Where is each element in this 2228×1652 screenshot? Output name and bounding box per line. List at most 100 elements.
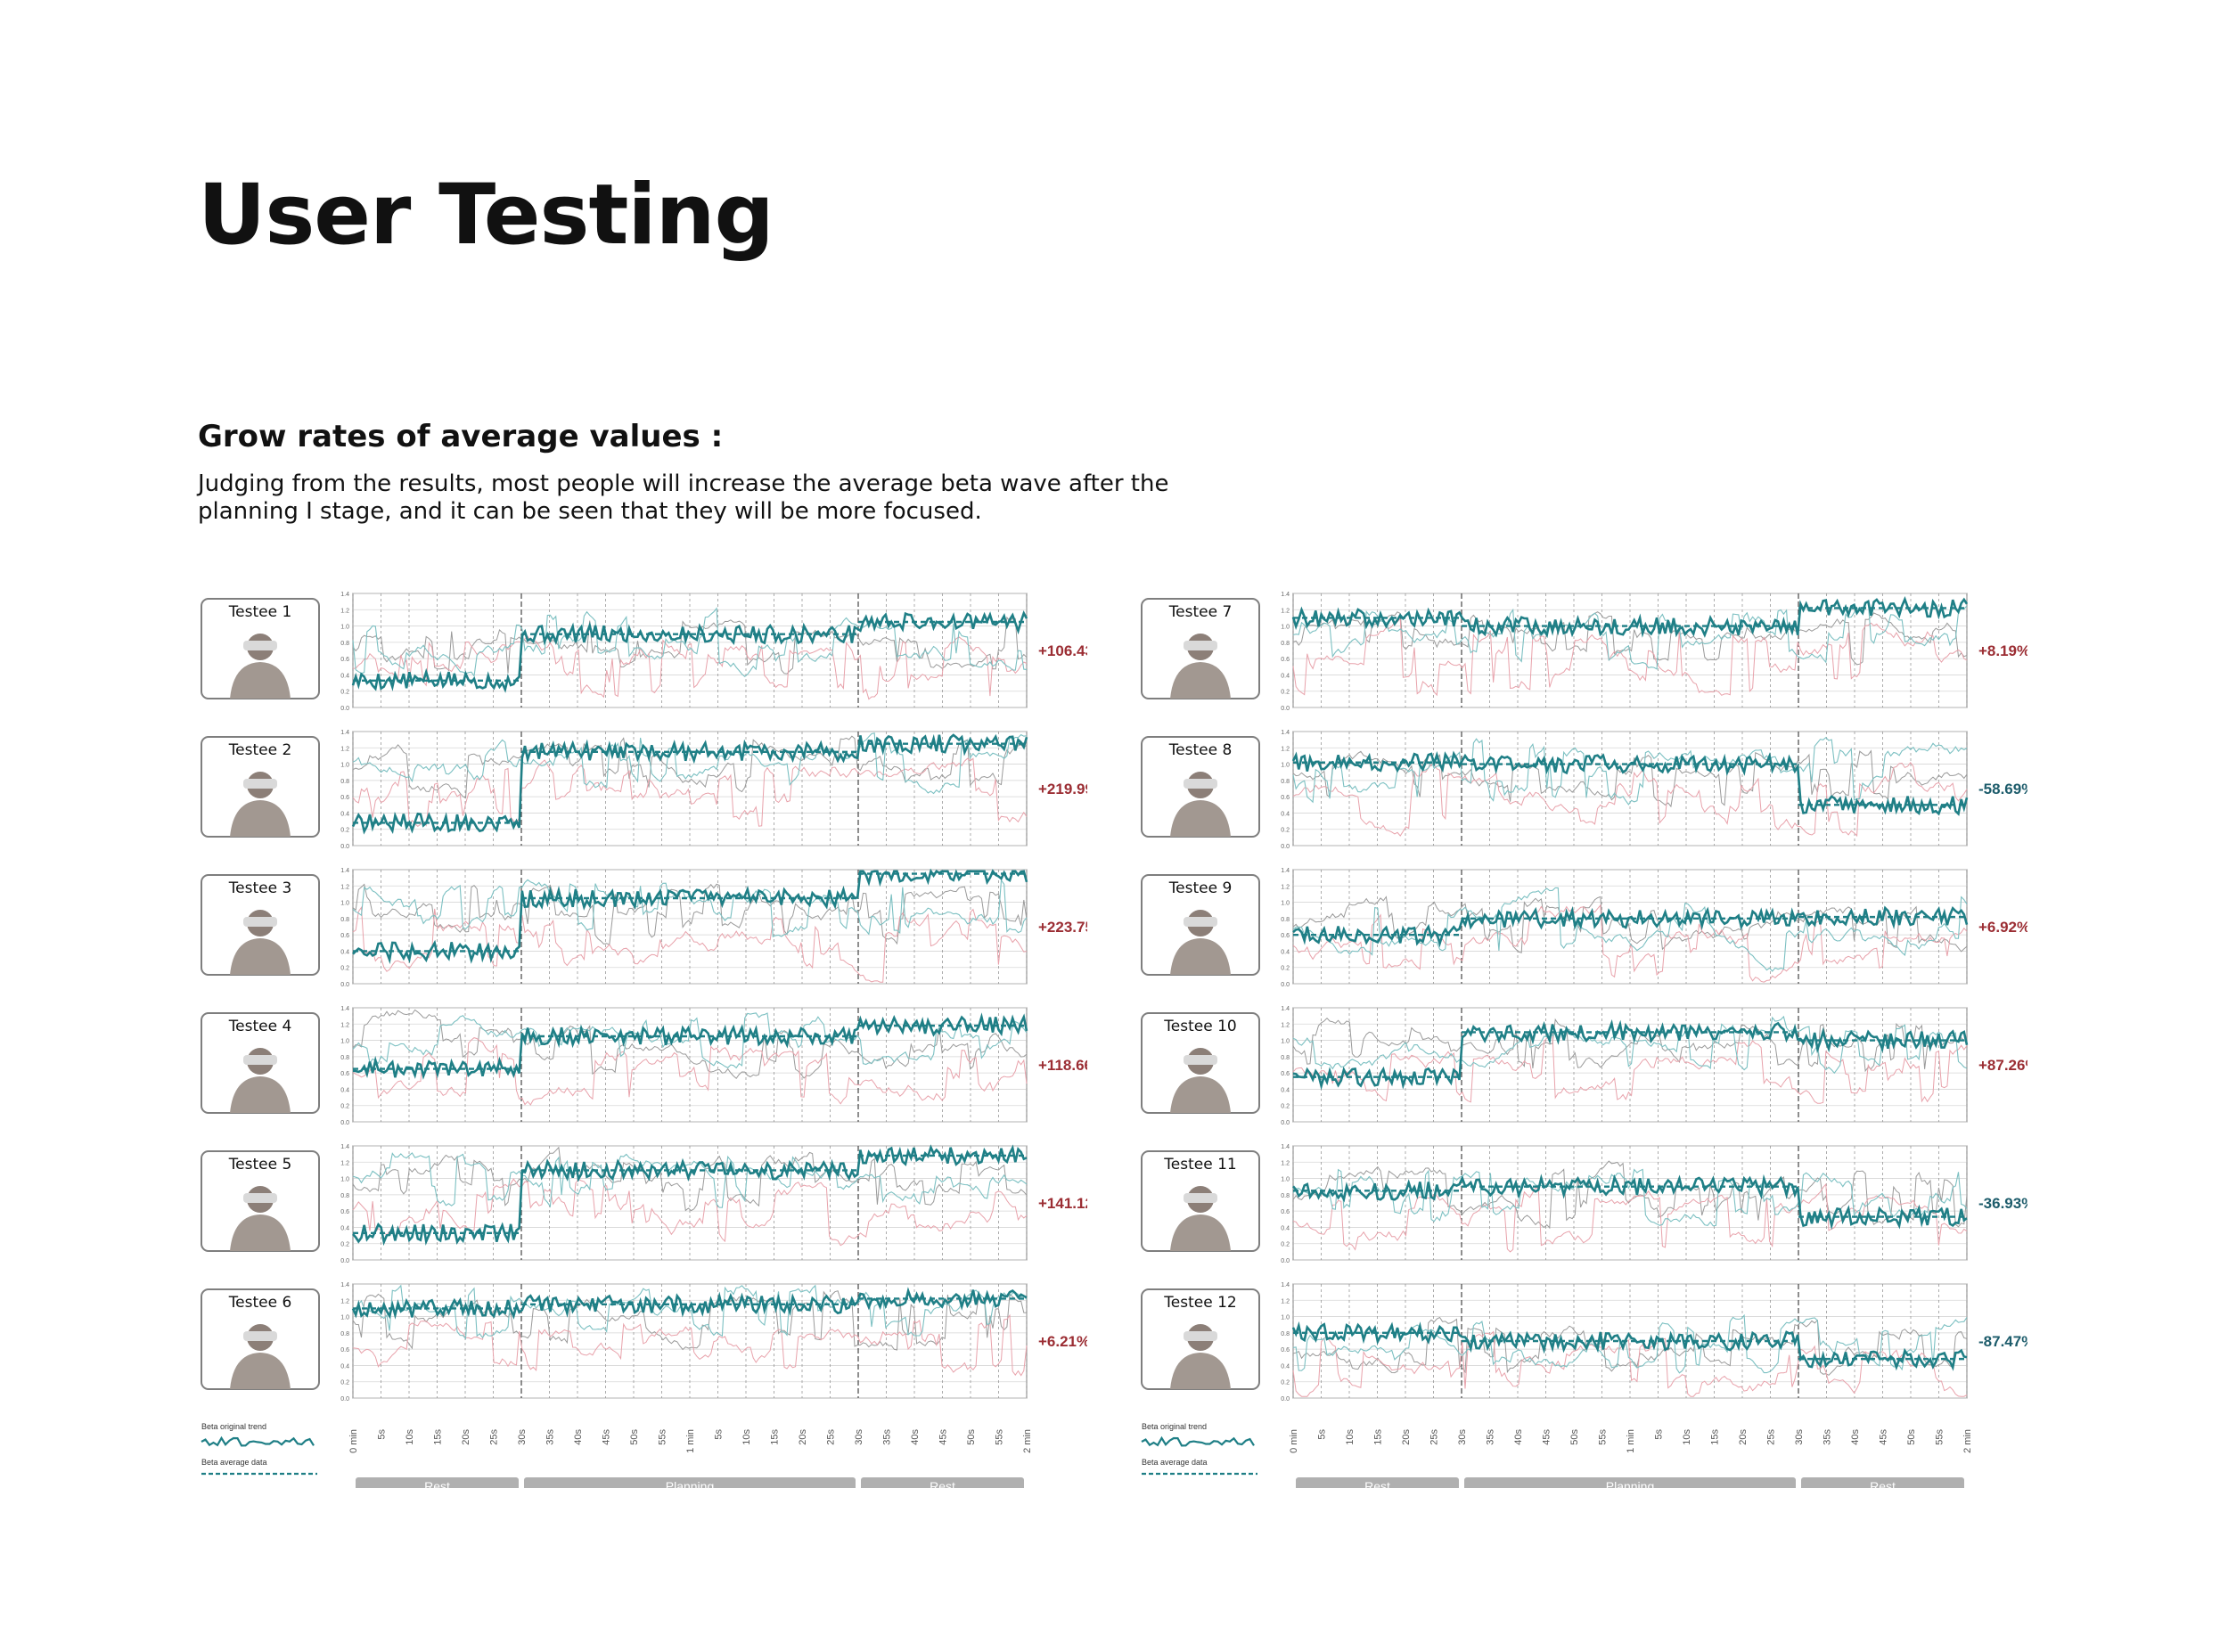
y-tick-label: 1.2	[1281, 1160, 1290, 1166]
phase-bar-label: Rest	[424, 1479, 450, 1488]
phase-bar	[861, 1477, 1024, 1488]
x-tick-label: 20s	[798, 1429, 808, 1445]
y-tick-label: 1.0	[340, 1177, 349, 1183]
growth-rate-label: +118.66%	[1038, 1057, 1087, 1074]
y-tick-label: 0.4	[340, 1225, 349, 1231]
y-tick-label: 1.4	[340, 730, 349, 736]
y-tick-label: 1.4	[1281, 868, 1290, 874]
growth-rate-label: +87.26%	[1978, 1057, 2027, 1074]
y-tick-label: 0.6	[340, 1209, 349, 1215]
y-tick-label: 0.6	[1281, 1071, 1290, 1077]
body-shape	[1170, 938, 1231, 975]
headset-shape	[1184, 1193, 1217, 1203]
y-tick-label: 0.8	[1281, 1055, 1290, 1061]
y-tick-label: 0.4	[1281, 811, 1290, 817]
y-tick-label: 1.4	[1281, 592, 1290, 598]
y-tick-label: 0.2	[1281, 690, 1290, 696]
testee-photo-card: Testee 6	[201, 1288, 320, 1390]
y-tick-label: 1.0	[1281, 625, 1290, 631]
y-tick-label: 0.8	[1281, 779, 1290, 785]
person-photo-icon	[1170, 910, 1231, 975]
body-shape	[230, 938, 291, 975]
phase-bar	[524, 1477, 856, 1488]
headset-shape	[1184, 641, 1217, 650]
beta-raw-trace	[352, 1009, 1028, 1080]
testee-row: Testee 10 0.0 0.2 0.4 0.6 0.8 1.0 1.2 1.4 +87.26%	[1141, 1006, 2027, 1126]
beta-raw-trace	[352, 1284, 1028, 1340]
testee-name: Testee 6	[228, 1294, 292, 1312]
x-tick-label: 45s	[1879, 1429, 1889, 1445]
beta-original-trend	[1292, 1018, 1969, 1091]
plot-frame	[352, 593, 1028, 708]
beta-raw-trace	[1292, 611, 1968, 666]
x-tick-label: 0 min	[348, 1429, 359, 1453]
testee-row: Testee 6 0.0 0.2 0.4 0.6 0.8 1.0 1.2 1.4 +6.21%	[201, 1282, 1087, 1403]
y-tick-label: 1.2	[340, 1298, 349, 1304]
testee-name: Testee 11	[1163, 1156, 1236, 1174]
person-photo-icon	[1170, 634, 1231, 699]
beta-raw-trace	[1292, 1015, 1968, 1075]
y-tick-label: 0.4	[340, 673, 349, 679]
y-tick-label: 0.2	[1281, 828, 1290, 834]
headset-shape	[243, 917, 277, 927]
x-tick-label: 35s	[545, 1429, 556, 1445]
testee-row: Testee 7 0.0 0.2 0.4 0.6 0.8 1.0 1.2 1.4 +8.19%	[1141, 592, 2027, 712]
beta-raw-trace	[1292, 736, 1968, 806]
growth-rate-label: -36.93%	[1978, 1195, 2027, 1212]
body-shape	[1170, 662, 1231, 699]
x-tick-label: 30s	[517, 1429, 528, 1445]
y-tick-label: 0.8	[340, 641, 349, 647]
y-tick-label: 0.2	[340, 1104, 349, 1110]
body-shape	[230, 1076, 291, 1113]
y-tick-label: 0.6	[340, 933, 349, 939]
testee-name: Testee 9	[1168, 879, 1233, 897]
person-photo-icon	[1170, 1048, 1231, 1113]
growth-rate-label: +6.92%	[1978, 919, 2027, 936]
y-tick-label: 0.4	[340, 1363, 349, 1370]
x-tick-label: 1 min	[685, 1429, 696, 1453]
chart-panel-right: Testee 7 0.0 0.2 0.4 0.6 0.8 1.0 1.2 1.4 +8.19% Te…	[1136, 570, 2027, 1488]
testee-name: Testee 2	[228, 741, 292, 759]
testee-photo-card: Testee 5	[201, 1150, 320, 1252]
beta-raw-trace	[352, 732, 1028, 795]
testee-name: Testee 5	[228, 1156, 292, 1174]
beta-raw-trace	[1292, 601, 1968, 670]
y-tick-label: 0.6	[1281, 1209, 1290, 1215]
y-tick-label: 1.2	[340, 1022, 349, 1028]
y-tick-label: 0.4	[1281, 1087, 1290, 1093]
beta-raw-trace	[352, 757, 1028, 828]
y-tick-label: 1.0	[340, 763, 349, 769]
beta-original-trend	[351, 1287, 1028, 1320]
y-tick-label: 0.0	[340, 1258, 349, 1264]
testee-photo-card: Testee 4	[201, 1012, 320, 1114]
x-tick-label: 2 min	[1962, 1429, 1973, 1453]
testee-photo-card: Testee 12	[1141, 1288, 1260, 1390]
y-tick-label: 0.4	[1281, 673, 1290, 679]
y-tick-label: 1.0	[1281, 763, 1290, 769]
y-tick-label: 0.2	[1281, 966, 1290, 972]
chart-footer: Beta original trend Beta average data 0 mi…	[1141, 1422, 1973, 1488]
y-tick-label: 0.8	[340, 1055, 349, 1061]
testee-row: Testee 9 0.0 0.2 0.4 0.6 0.8 1.0 1.2 1.4 +6.92%	[1141, 868, 2027, 988]
y-tick-label: 0.2	[340, 828, 349, 834]
y-tick-label: 1.2	[1281, 884, 1290, 890]
x-tick-label: 30s	[1457, 1429, 1468, 1445]
person-photo-icon	[230, 1186, 291, 1251]
y-tick-label: 0.2	[340, 690, 349, 696]
body-shape	[1170, 800, 1231, 837]
x-tick-label: 10s	[741, 1429, 752, 1445]
y-tick-label: 1.0	[340, 625, 349, 631]
x-tick-label: 40s	[1513, 1429, 1524, 1445]
x-tick-label: 5s	[1654, 1429, 1665, 1440]
legend-original-trend-label: Beta original trend	[1142, 1422, 1207, 1431]
growth-rate-label: +106.43%	[1038, 642, 1087, 659]
y-tick-label: 0.6	[1281, 657, 1290, 663]
testee-row: Testee 2 0.0 0.2 0.4 0.6 0.8 1.0 1.2 1.4 +219.99%	[201, 730, 1087, 850]
testee-name: Testee 10	[1163, 1018, 1236, 1035]
testee-row: Testee 3 0.0 0.2 0.4 0.6 0.8 1.0 1.2 1.4 +223.75%	[201, 868, 1087, 988]
body-shape	[230, 800, 291, 837]
y-tick-label: 0.0	[1281, 1120, 1290, 1126]
phase-bar-label: Rest	[1364, 1479, 1390, 1488]
beta-original-trend	[1291, 750, 1969, 816]
y-tick-label: 0.8	[340, 1193, 349, 1199]
